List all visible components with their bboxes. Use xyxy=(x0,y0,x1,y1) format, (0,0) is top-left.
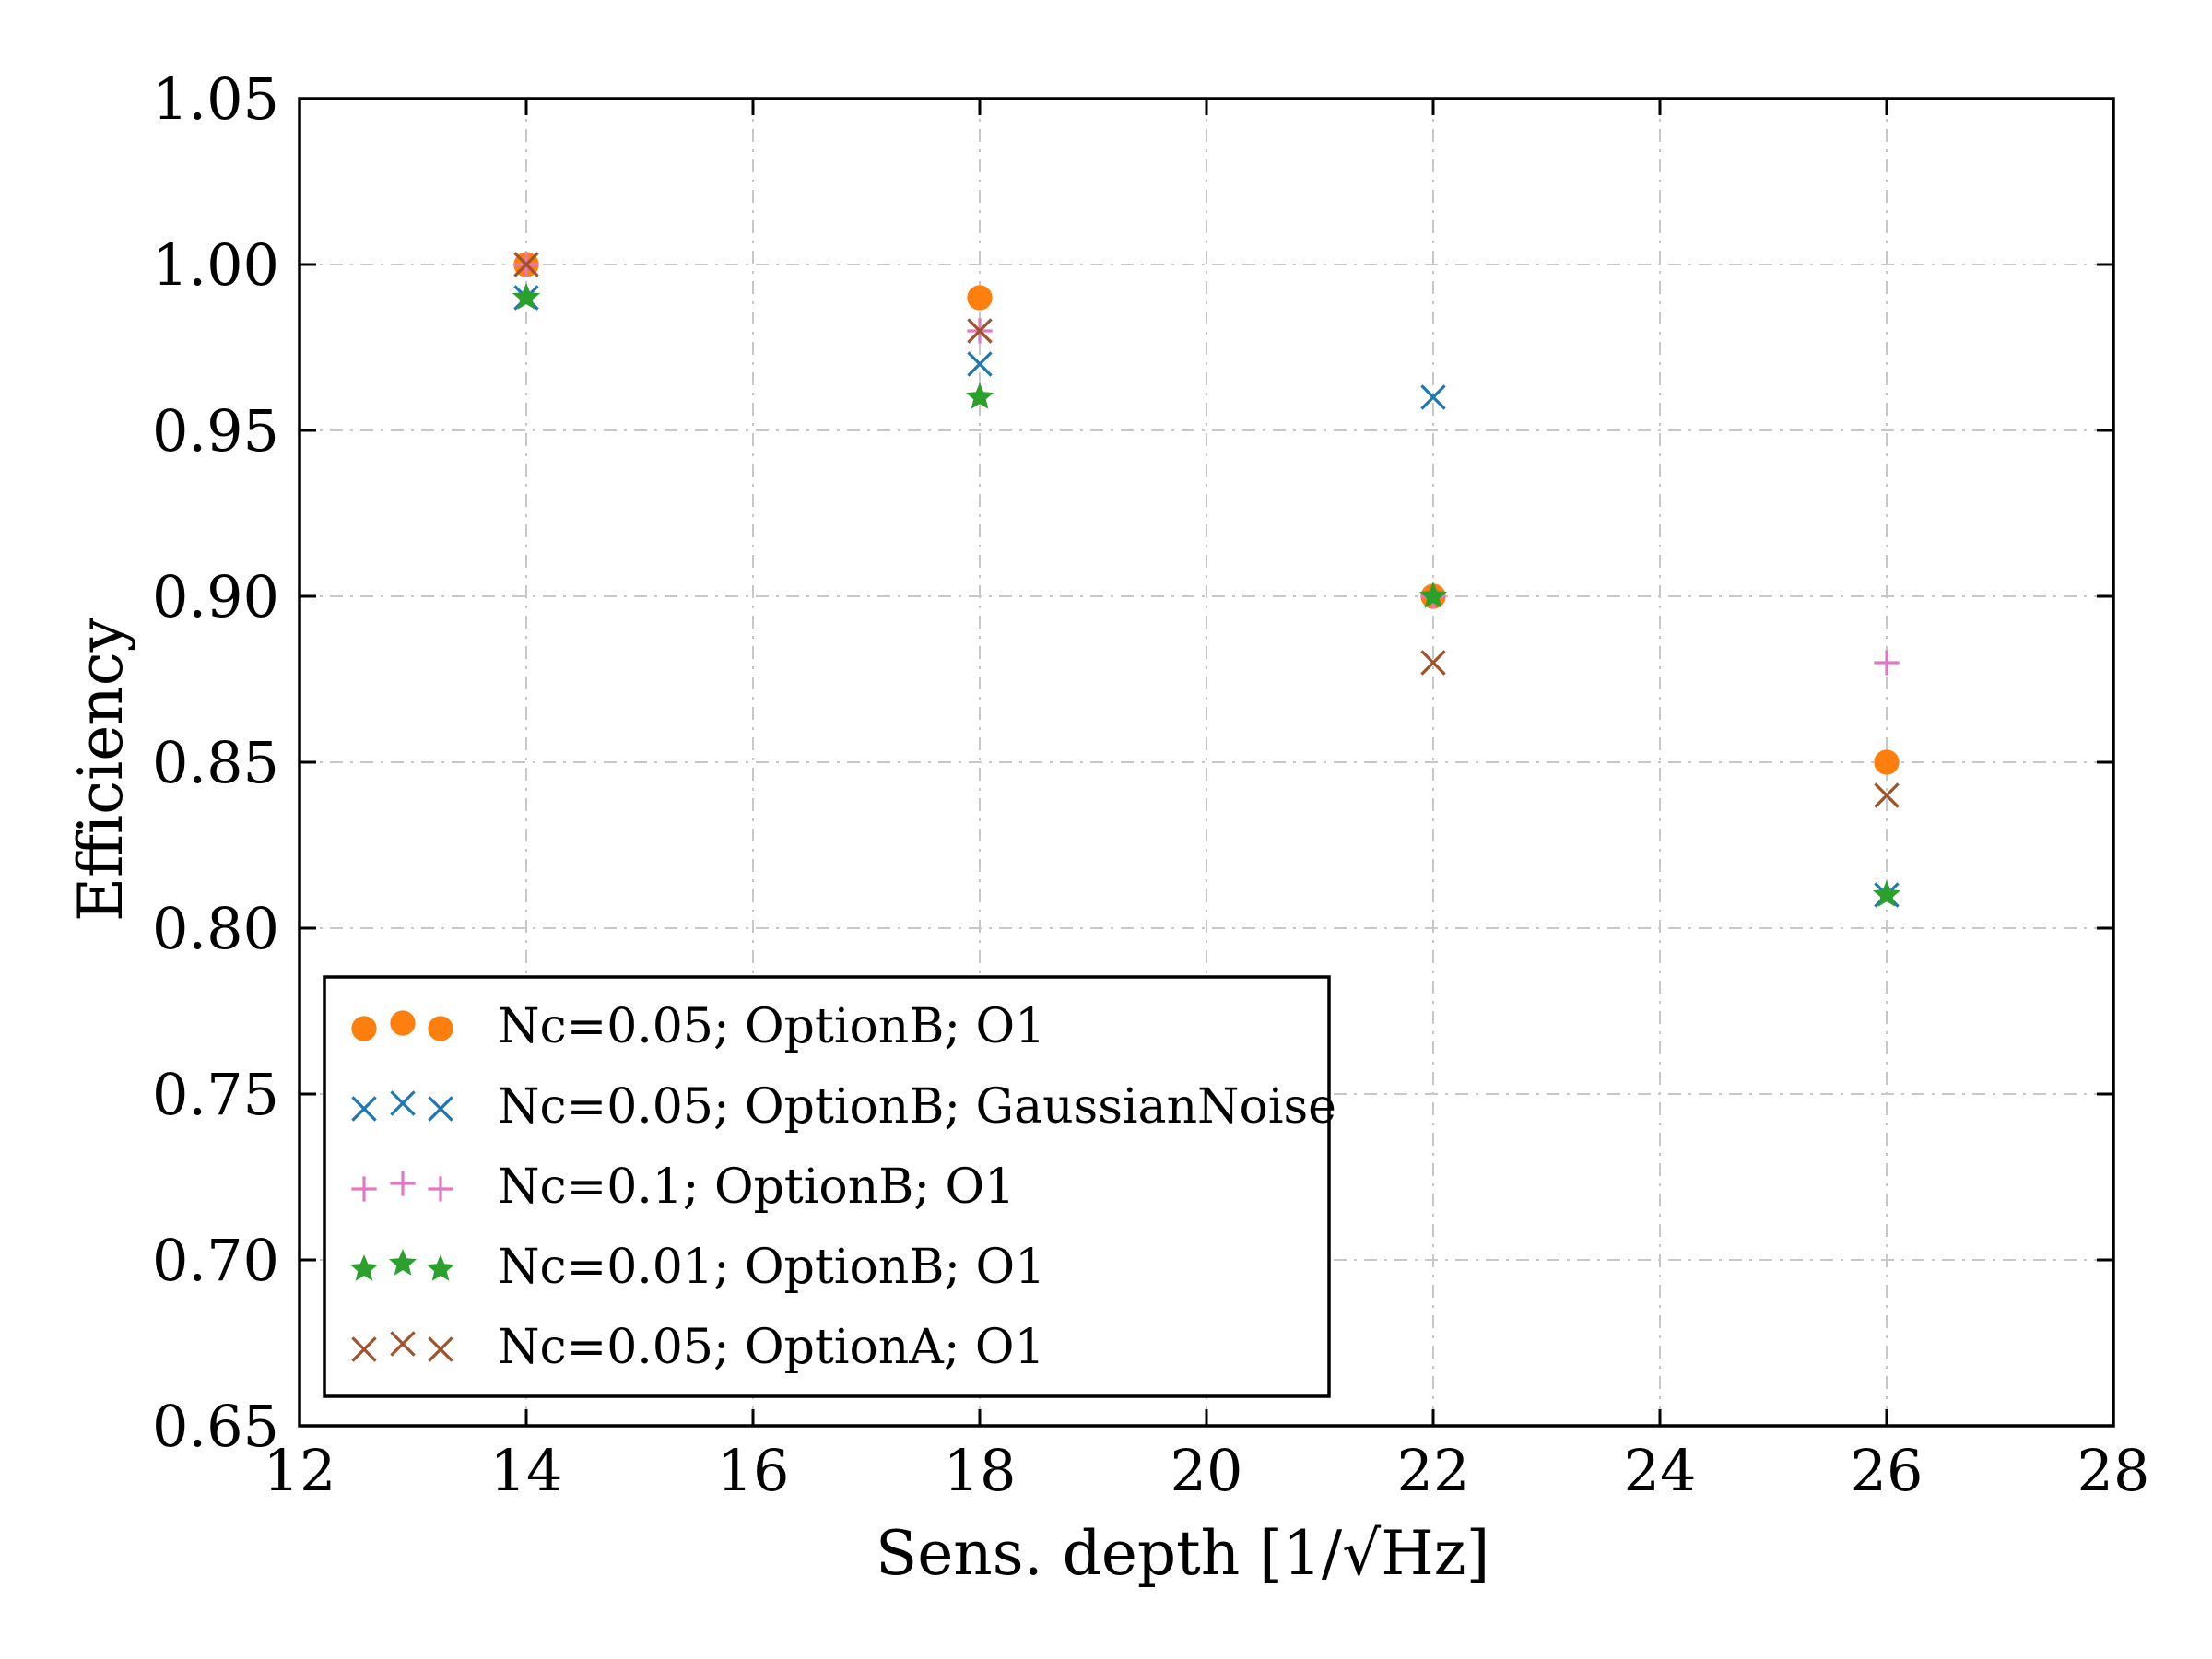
x-axis-title-sqrt-sign: √ xyxy=(1342,1518,1382,1589)
legend-label: Nc=0.05; OptionB; O1 xyxy=(498,999,1045,1054)
data-point xyxy=(1874,650,1900,676)
data-point xyxy=(967,351,993,377)
x-axis-title-prefix: Sens. depth [1/ xyxy=(876,1518,1343,1589)
x-tick-label: 20 xyxy=(1171,1437,1243,1504)
data-point xyxy=(1874,782,1900,808)
y-tick-label: 0.75 xyxy=(152,1061,279,1128)
legend-marker xyxy=(426,1254,455,1281)
legend-entry: Nc=0.05; OptionB; O1 xyxy=(351,999,1045,1054)
legend-marker xyxy=(351,1336,377,1362)
data-point xyxy=(1872,880,1901,907)
data-point xyxy=(1874,749,1900,775)
legend-marker xyxy=(390,1010,416,1036)
x-tick-label: 26 xyxy=(1851,1437,1924,1504)
y-tick-label: 0.65 xyxy=(152,1393,279,1460)
x-axis-title: Sens. depth [1/√Hz] xyxy=(876,1518,1489,1589)
legend-marker xyxy=(428,1176,453,1202)
x-axis-title-radicand: Hz xyxy=(1381,1518,1465,1589)
legend: Nc=0.05; OptionB; O1 Nc=0.05; OptionB; Ga… xyxy=(323,975,1336,1398)
series-4 xyxy=(512,283,1901,907)
data-points xyxy=(512,252,1901,908)
legend-marker xyxy=(390,1171,416,1196)
x-tick-label: 14 xyxy=(490,1437,563,1504)
svg-text:Sens. depth [1/√Hz]: Sens. depth [1/√Hz] xyxy=(876,1518,1489,1589)
legend-marker xyxy=(351,1176,377,1202)
y-tick-label: 0.70 xyxy=(152,1227,279,1294)
data-point xyxy=(512,283,541,310)
legend-box xyxy=(323,975,1331,1398)
x-tick-label: 12 xyxy=(264,1437,336,1504)
y-tick-label: 0.90 xyxy=(152,563,279,630)
y-tick-label: 0.85 xyxy=(152,729,279,796)
series-5 xyxy=(513,252,1900,808)
y-tick-label: 0.95 xyxy=(152,397,279,465)
legend-marker xyxy=(351,1016,377,1041)
legend-label: Nc=0.05; OptionB; GaussianNoise xyxy=(498,1079,1336,1135)
legend-entry: Nc=0.1; OptionB; O1 xyxy=(351,1159,1015,1215)
data-point xyxy=(1418,582,1448,608)
y-tick-label: 0.80 xyxy=(152,895,279,962)
legend-entry: Nc=0.05; OptionB; GaussianNoise xyxy=(351,1079,1336,1135)
x-tick-label: 22 xyxy=(1397,1437,1470,1504)
x-tick-label: 18 xyxy=(944,1437,1017,1504)
legend-marker xyxy=(349,1254,379,1281)
y-tick-label: 1.00 xyxy=(152,231,279,299)
x-tick-label: 16 xyxy=(717,1437,790,1504)
tick-labels: 12 14 16 18 20 22 24 26 28 0.65 0.70 0.75 0.80 0.85 0.… xyxy=(152,65,2150,1504)
legend-label: Nc=0.01; OptionB; O1 xyxy=(498,1240,1045,1295)
legend-entry: Nc=0.05; OptionA; O1 xyxy=(351,1320,1045,1375)
legend-marker xyxy=(428,1336,453,1362)
data-point xyxy=(965,382,994,409)
legend-label: Nc=0.05; OptionA; O1 xyxy=(498,1320,1045,1375)
x-tick-label: 24 xyxy=(1624,1437,1697,1504)
axis-ticks xyxy=(298,97,2115,1428)
legend-marker xyxy=(388,1249,418,1276)
legend-marker xyxy=(351,1096,377,1122)
legend-marker xyxy=(390,1331,416,1357)
legend-label: Nc=0.1; OptionB; O1 xyxy=(498,1159,1015,1215)
data-point xyxy=(967,318,993,344)
data-point xyxy=(513,252,539,277)
legend-marker xyxy=(390,1090,416,1116)
data-point xyxy=(967,285,993,311)
legend-marker xyxy=(428,1096,453,1122)
y-axis-title: Efficiency xyxy=(65,617,136,922)
x-tick-label: 28 xyxy=(2077,1437,2150,1504)
legend-entry: Nc=0.01; OptionB; O1 xyxy=(349,1240,1045,1295)
legend-marker xyxy=(428,1016,453,1041)
data-point xyxy=(1420,384,1446,410)
y-tick-label: 1.05 xyxy=(152,65,279,133)
x-axis-title-suffix: ] xyxy=(1466,1518,1490,1589)
data-point xyxy=(1420,650,1446,676)
